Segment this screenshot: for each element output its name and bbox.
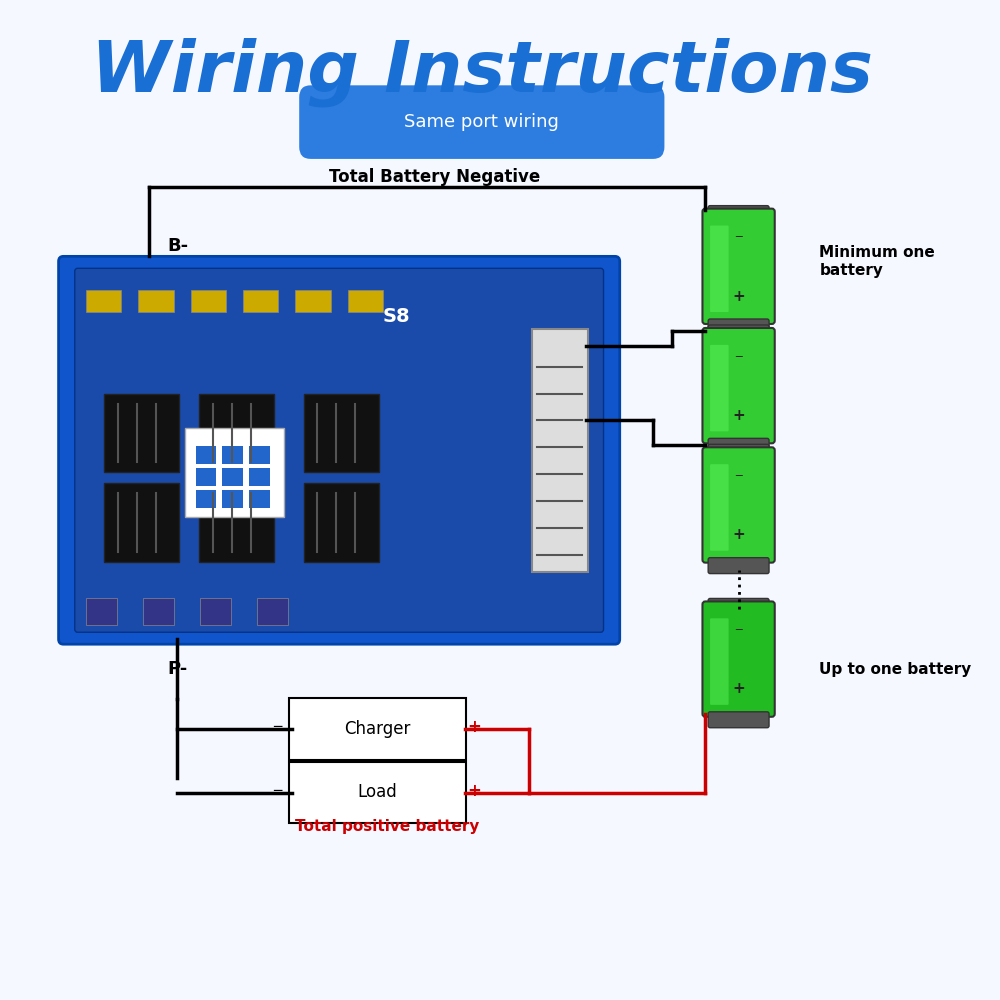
FancyBboxPatch shape bbox=[299, 85, 664, 159]
FancyBboxPatch shape bbox=[708, 558, 769, 574]
FancyBboxPatch shape bbox=[86, 598, 117, 625]
FancyBboxPatch shape bbox=[185, 428, 284, 517]
FancyBboxPatch shape bbox=[104, 394, 179, 472]
FancyBboxPatch shape bbox=[199, 394, 274, 472]
FancyBboxPatch shape bbox=[710, 464, 729, 551]
FancyBboxPatch shape bbox=[702, 328, 775, 443]
FancyBboxPatch shape bbox=[289, 762, 466, 823]
FancyBboxPatch shape bbox=[708, 206, 769, 222]
Text: ─: ─ bbox=[273, 784, 282, 798]
FancyBboxPatch shape bbox=[304, 394, 379, 472]
FancyBboxPatch shape bbox=[59, 256, 620, 644]
FancyBboxPatch shape bbox=[222, 490, 243, 508]
FancyBboxPatch shape bbox=[138, 290, 174, 312]
Text: P-: P- bbox=[167, 660, 188, 678]
FancyBboxPatch shape bbox=[708, 712, 769, 728]
FancyBboxPatch shape bbox=[222, 468, 243, 486]
FancyBboxPatch shape bbox=[200, 598, 231, 625]
Text: ─: ─ bbox=[735, 624, 742, 634]
FancyBboxPatch shape bbox=[295, 290, 331, 312]
Text: B-: B- bbox=[167, 237, 188, 255]
FancyBboxPatch shape bbox=[708, 598, 769, 614]
FancyBboxPatch shape bbox=[348, 290, 383, 312]
Text: Charger: Charger bbox=[344, 720, 410, 738]
FancyBboxPatch shape bbox=[75, 268, 604, 632]
FancyBboxPatch shape bbox=[196, 490, 216, 508]
Text: Minimum one
battery: Minimum one battery bbox=[819, 245, 935, 278]
FancyBboxPatch shape bbox=[702, 209, 775, 324]
FancyBboxPatch shape bbox=[196, 446, 216, 464]
Text: +: + bbox=[732, 681, 745, 696]
Text: +: + bbox=[732, 408, 745, 423]
FancyBboxPatch shape bbox=[191, 290, 226, 312]
Text: Total Battery Negative: Total Battery Negative bbox=[329, 168, 540, 186]
FancyBboxPatch shape bbox=[532, 329, 588, 572]
FancyBboxPatch shape bbox=[708, 438, 769, 454]
FancyBboxPatch shape bbox=[143, 598, 174, 625]
FancyBboxPatch shape bbox=[708, 319, 769, 335]
Text: ─: ─ bbox=[273, 720, 282, 734]
FancyBboxPatch shape bbox=[702, 447, 775, 563]
Text: Up to one battery: Up to one battery bbox=[819, 662, 972, 677]
FancyBboxPatch shape bbox=[708, 444, 769, 460]
FancyBboxPatch shape bbox=[243, 290, 278, 312]
Text: Same port wiring: Same port wiring bbox=[404, 113, 559, 131]
FancyBboxPatch shape bbox=[289, 698, 466, 760]
FancyBboxPatch shape bbox=[702, 601, 775, 717]
FancyBboxPatch shape bbox=[249, 446, 270, 464]
FancyBboxPatch shape bbox=[249, 490, 270, 508]
Text: +: + bbox=[467, 718, 481, 736]
FancyBboxPatch shape bbox=[196, 468, 216, 486]
Text: +: + bbox=[732, 289, 745, 304]
FancyBboxPatch shape bbox=[249, 468, 270, 486]
FancyBboxPatch shape bbox=[104, 483, 179, 562]
Text: Wiring Instructions: Wiring Instructions bbox=[91, 38, 873, 107]
Text: ─: ─ bbox=[735, 470, 742, 480]
FancyBboxPatch shape bbox=[304, 483, 379, 562]
FancyBboxPatch shape bbox=[222, 446, 243, 464]
Text: ─: ─ bbox=[735, 231, 742, 241]
Text: Total positive battery: Total positive battery bbox=[295, 819, 479, 834]
FancyBboxPatch shape bbox=[257, 598, 288, 625]
Text: +: + bbox=[732, 527, 745, 542]
FancyBboxPatch shape bbox=[710, 226, 729, 312]
FancyBboxPatch shape bbox=[86, 290, 121, 312]
FancyBboxPatch shape bbox=[199, 483, 274, 562]
Text: ─: ─ bbox=[735, 351, 742, 361]
Text: Load: Load bbox=[357, 783, 397, 801]
Text: S8: S8 bbox=[382, 307, 410, 326]
FancyBboxPatch shape bbox=[710, 618, 729, 705]
FancyBboxPatch shape bbox=[708, 325, 769, 341]
FancyBboxPatch shape bbox=[710, 345, 729, 431]
Text: +: + bbox=[467, 782, 481, 800]
